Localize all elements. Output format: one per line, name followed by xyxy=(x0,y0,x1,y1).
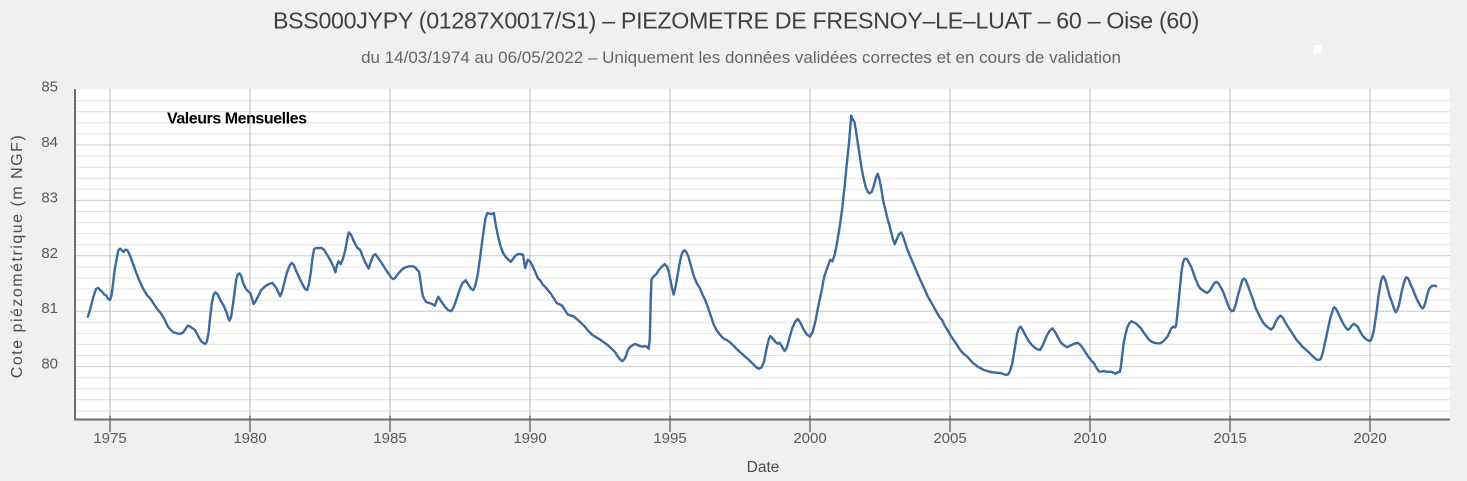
svg-text:2000: 2000 xyxy=(793,430,826,447)
svg-text:Date: Date xyxy=(747,459,780,476)
svg-text:du 14/03/1974 au 06/05/2022 –: du 14/03/1974 au 06/05/2022 – Uniquement… xyxy=(361,48,1121,67)
svg-text:83: 83 xyxy=(41,189,58,206)
svg-text:1985: 1985 xyxy=(373,430,406,447)
svg-text:80: 80 xyxy=(41,356,58,373)
svg-text:84: 84 xyxy=(41,134,58,151)
svg-text:BSS000JYPY (01287X0017/S1) – P: BSS000JYPY (01287X0017/S1) – PIEZOMETRE … xyxy=(273,8,1199,34)
svg-text:2020: 2020 xyxy=(1353,430,1386,447)
svg-text:85: 85 xyxy=(41,79,58,96)
svg-text:2015: 2015 xyxy=(1213,430,1246,447)
svg-text:1995: 1995 xyxy=(653,430,686,447)
svg-text:1990: 1990 xyxy=(513,430,546,447)
svg-text:2010: 2010 xyxy=(1073,430,1106,447)
svg-text:1975: 1975 xyxy=(93,430,126,447)
svg-text:Cote piézométrique (m NGF): Cote piézométrique (m NGF) xyxy=(9,134,26,378)
svg-text:Valeurs Mensuelles: Valeurs Mensuelles xyxy=(167,111,307,128)
svg-text:82: 82 xyxy=(41,245,58,262)
svg-text:2005: 2005 xyxy=(933,430,966,447)
svg-text:81: 81 xyxy=(41,300,58,317)
svg-text:1980: 1980 xyxy=(233,430,266,447)
